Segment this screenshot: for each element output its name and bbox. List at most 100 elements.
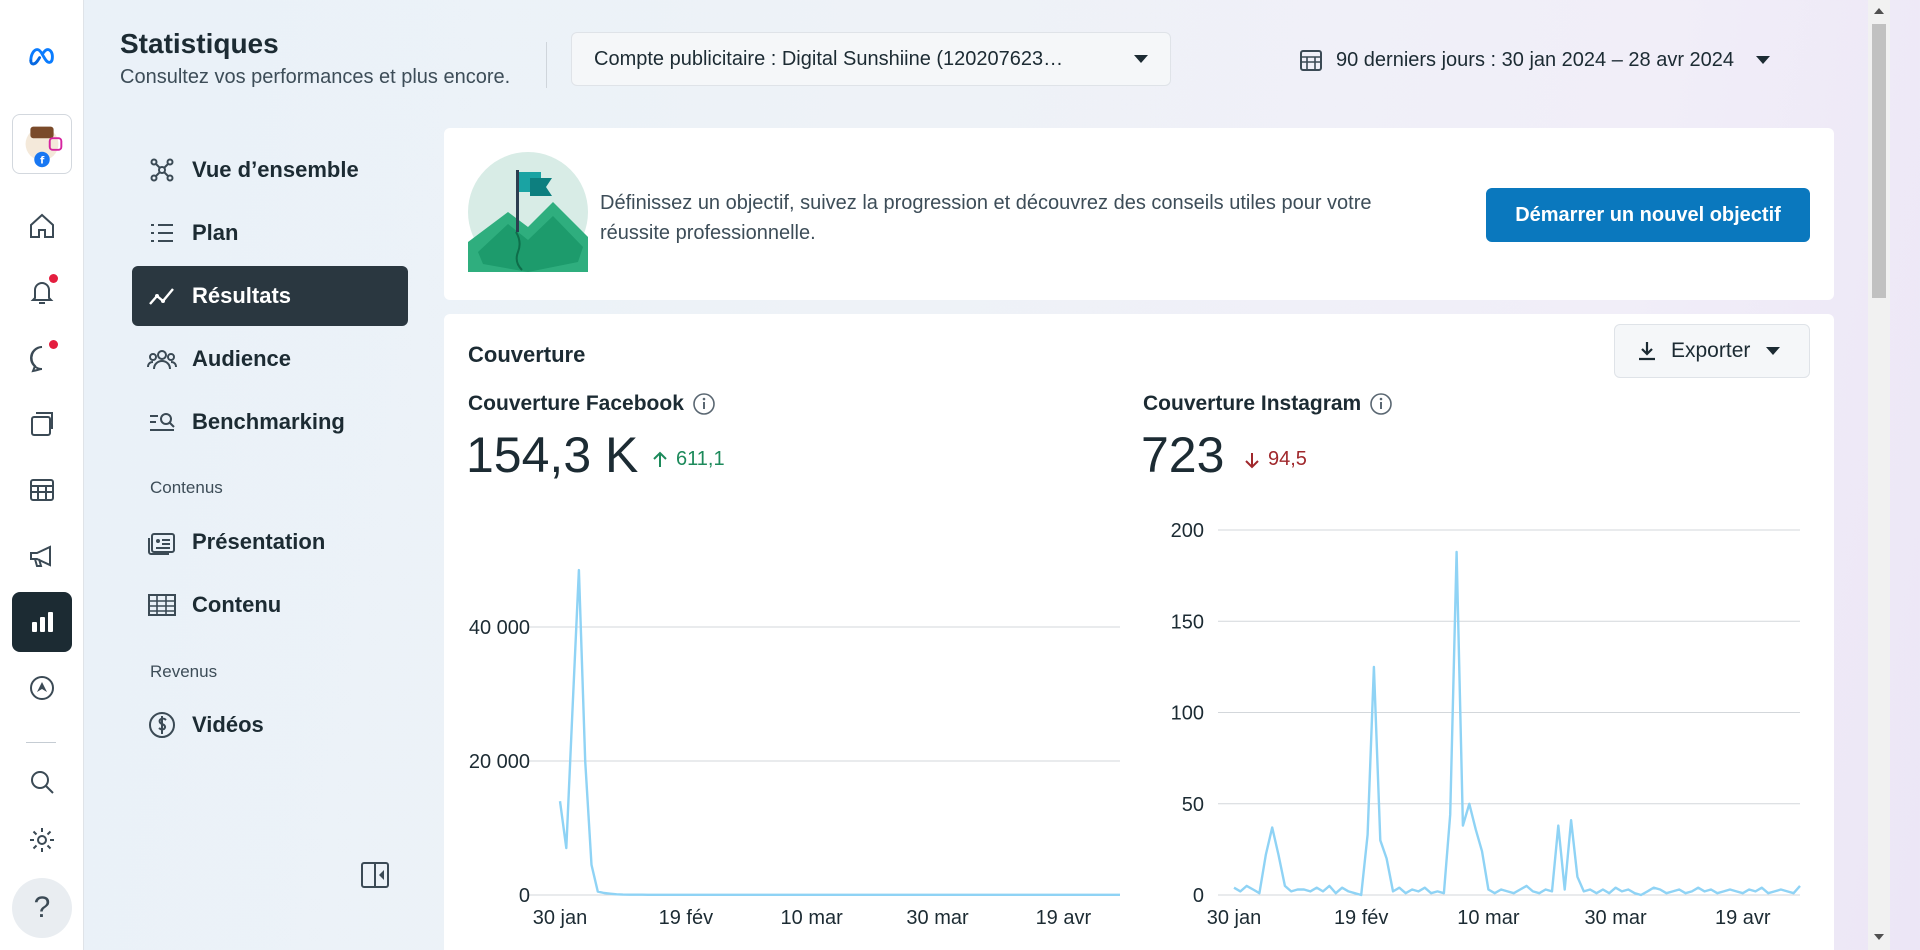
rail-divider <box>26 742 56 743</box>
chevron-down-icon <box>1134 55 1148 63</box>
facebook-reach-value: 154,3 K <box>466 427 639 483</box>
facebook-reach-delta-value: 611,1 <box>676 448 725 470</box>
instagram-chart-ytick-label: 200 <box>1171 520 1204 542</box>
table-icon <box>148 594 176 616</box>
list-icon <box>151 224 173 242</box>
instagram-reach-label: Couverture Instagram <box>1143 392 1393 416</box>
nav-item-plan[interactable]: Plan <box>132 203 408 263</box>
collapse-sidebar-icon[interactable] <box>358 858 392 892</box>
page-title: Statistiques <box>120 28 279 59</box>
calendar-icon <box>1300 50 1322 71</box>
nav-item-videos[interactable]: Vidéos <box>132 695 408 755</box>
facebook-chart-xtick-label: 30 mar <box>906 907 969 929</box>
instagram-chart-series-line <box>1233 550 1801 897</box>
chevron-down-icon <box>1756 56 1771 64</box>
goal-card: Définissez un objectif, suivez la progre… <box>444 128 1834 300</box>
arrow-up-icon <box>653 451 667 467</box>
facebook-chart-xtick-label: 19 fév <box>659 907 713 929</box>
facebook-reach-title: Couverture Facebook <box>468 392 684 415</box>
facebook-chart-xtick-label: 10 mar <box>781 907 844 929</box>
coverage-title: Couverture <box>468 342 586 367</box>
instagram-reach-value: 723 <box>1141 427 1225 483</box>
info-icon[interactable] <box>1369 392 1393 416</box>
facebook-reach-label: Couverture Facebook <box>468 392 716 416</box>
facebook-chart-ytick-label: 40 000 <box>469 617 530 639</box>
instagram-chart-xtick-label: 30 jan <box>1207 907 1262 929</box>
instagram-chart-ytick-label: 0 <box>1193 885 1204 907</box>
nav-label: Vue d’ensemble <box>192 157 359 182</box>
svg-text:f: f <box>40 155 45 166</box>
start-goal-button[interactable]: Démarrer un nouvel objectif <box>1486 188 1810 242</box>
info-icon[interactable] <box>692 392 716 416</box>
header-divider <box>546 42 547 88</box>
meta-logo-icon[interactable] <box>12 26 72 86</box>
page-subtitle: Consultez vos performances et plus encor… <box>120 66 511 88</box>
scroll-down-arrow[interactable] <box>1874 934 1884 940</box>
chevron-down-icon <box>1766 347 1781 355</box>
nav-item-results[interactable]: Résultats <box>132 266 408 326</box>
nav-item-content[interactable]: Contenu <box>132 575 408 635</box>
instagram-reach-title: Couverture Instagram <box>1143 392 1362 415</box>
nav-label: Audience <box>192 346 292 371</box>
nav-label: Plan <box>192 220 239 245</box>
messages-icon[interactable] <box>12 328 72 388</box>
content-library-icon[interactable] <box>12 394 72 454</box>
nav-item-presentation[interactable]: Présentation <box>132 512 408 572</box>
presentation-icon <box>148 533 175 555</box>
facebook-reach-delta: 611,1 <box>650 448 725 471</box>
goal-flag-illustration <box>468 152 588 272</box>
nav-item-audience[interactable]: Audience <box>132 329 408 389</box>
planner-table-icon[interactable] <box>12 460 72 520</box>
facebook-chart-ytick-label: 20 000 <box>469 751 530 773</box>
instagram-reach-delta-value: 94,5 <box>1268 448 1307 470</box>
nav-label: Vidéos <box>192 712 264 737</box>
date-range-label: 90 derniers jours : 30 jan 2024 – 28 avr… <box>1336 48 1735 71</box>
insights-chart-icon[interactable] <box>12 592 72 652</box>
trend-icon <box>149 288 174 305</box>
arrow-down-icon <box>1245 452 1259 468</box>
settings-gear-icon[interactable] <box>12 810 72 870</box>
instagram-chart-ytick-label: 50 <box>1182 794 1204 816</box>
page-scrollbar[interactable] <box>1868 0 1890 950</box>
instagram-reach-chart: 0 50 100 150 200 30 jan 19 fév 10 mar 30 mar 19 a… <box>1171 520 1801 929</box>
facebook-reach-chart: 0 20 000 40 000 30 jan 19 fév 10 mar 30 mar 19 … <box>469 568 1120 929</box>
coverage-card: Couverture Exporter Couverture Facebook … <box>444 314 1834 950</box>
scrollbar-thumb[interactable] <box>1872 24 1886 298</box>
account-avatar[interactable]: f <box>12 114 72 174</box>
search-icon[interactable] <box>12 752 72 812</box>
instagram-chart-xtick-label: 10 mar <box>1457 907 1520 929</box>
dollar-icon <box>149 712 175 738</box>
left-rail: f ? <box>0 0 84 950</box>
date-range-dropdown[interactable]: 90 derniers jours : 30 jan 2024 – 28 avr… <box>1298 38 1771 82</box>
nav-label: Benchmarking <box>192 409 345 434</box>
ad-account-label: Compte publicitaire : Digital Sunshiine … <box>594 47 1064 70</box>
nav-section-content: Contenus <box>150 478 223 497</box>
facebook-chart-xtick-label: 30 jan <box>533 907 588 929</box>
help-button[interactable]: ? <box>12 878 72 938</box>
instagram-chart-xtick-label: 19 avr <box>1715 907 1771 929</box>
people-icon <box>147 350 177 370</box>
instagram-chart-xtick-label: 19 fév <box>1334 907 1388 929</box>
nav-item-overview[interactable]: Vue d’ensemble <box>132 140 408 200</box>
benchmark-icon <box>150 413 175 431</box>
nav-item-benchmarking[interactable]: Benchmarking <box>132 392 408 452</box>
scroll-up-arrow[interactable] <box>1874 8 1884 14</box>
home-icon[interactable] <box>12 196 72 256</box>
nav-section-revenue: Revenus <box>150 662 218 681</box>
notification-dot <box>49 274 58 283</box>
monetization-icon[interactable] <box>12 658 72 718</box>
instagram-chart-ytick-label: 150 <box>1171 611 1204 633</box>
export-button[interactable]: Exporter <box>1614 324 1810 378</box>
notifications-bell-icon[interactable] <box>12 262 72 322</box>
network-icon <box>150 158 174 182</box>
export-label: Exporter <box>1671 339 1751 362</box>
ads-megaphone-icon[interactable] <box>12 526 72 586</box>
instagram-reach-delta: 94,5 <box>1242 448 1307 471</box>
facebook-chart-series-line <box>558 568 1120 896</box>
instagram-chart-xtick-label: 30 mar <box>1584 907 1647 929</box>
facebook-chart-xtick-label: 19 avr <box>1036 907 1092 929</box>
nav-label: Contenu <box>192 592 282 617</box>
ad-account-dropdown[interactable]: Compte publicitaire : Digital Sunshiine … <box>571 32 1171 86</box>
message-dot <box>49 340 58 349</box>
goal-description: Définissez un objectif, suivez la progre… <box>600 192 1372 244</box>
